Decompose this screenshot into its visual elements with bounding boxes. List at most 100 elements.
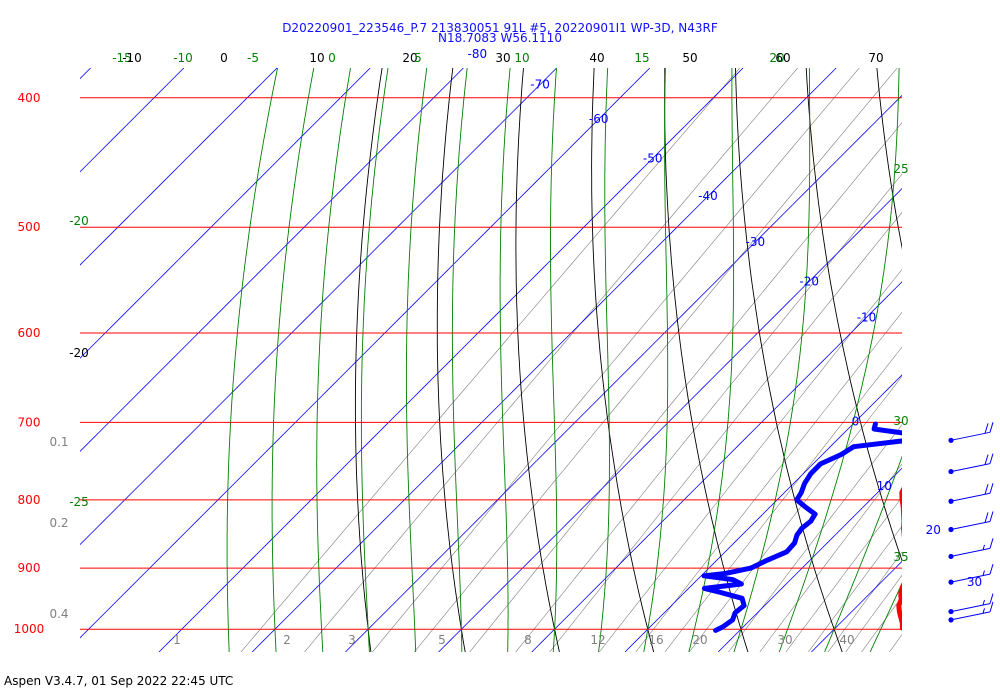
- wind-barb-half-flag: [982, 599, 985, 606]
- top-axis-label: 15: [634, 51, 649, 65]
- bottom-axis-label: 30: [777, 633, 792, 647]
- moist-adiabat-line: [824, 455, 902, 652]
- top-axis-label: -15: [112, 51, 132, 65]
- dry-adiabat-line: [515, 68, 560, 652]
- top-axis-label: 0: [328, 51, 336, 65]
- isotherm-line: [80, 68, 371, 359]
- dry-adiabat-line: [436, 68, 466, 652]
- wind-barb-flag: [989, 601, 994, 613]
- footer-version: Aspen V3.4.7, 01 Sep 2022 22:45 UTC: [4, 674, 234, 688]
- isotherm-line: [80, 68, 278, 266]
- pressure-tick-label: 1000: [14, 622, 45, 636]
- top-axis-label: 50: [682, 51, 697, 65]
- wind-barb-half-flag: [982, 570, 985, 576]
- isotherm-line: [80, 68, 557, 546]
- isotherm-label: 0: [852, 415, 860, 429]
- dry-adiabat-line: [948, 68, 1000, 652]
- pressure-tick-label: 900: [18, 561, 41, 575]
- top-axis-label: 40: [589, 51, 604, 65]
- dry-adiabat-line: [664, 68, 749, 652]
- isotherm-line: [158, 68, 744, 652]
- top-axis-label: 20: [402, 51, 417, 65]
- wind-barb: [948, 593, 994, 615]
- moist-adiabat-line: [916, 68, 1000, 652]
- mixing-ratio-line: [845, 574, 902, 652]
- pressure-tick-label: 800: [18, 493, 41, 507]
- wind-barb-flag: [989, 593, 994, 604]
- top-axis-label: 10: [309, 51, 324, 65]
- bottom-axis-label: 20: [692, 633, 707, 647]
- dewpoint-trace: [701, 421, 902, 633]
- isotherm-line: [531, 281, 902, 652]
- top-axis-label: 5: [414, 51, 422, 65]
- isotherm-label: -30: [746, 235, 766, 249]
- mixing-ratio-line: [469, 122, 902, 652]
- wind-barb-staff: [950, 431, 991, 441]
- moist-adiabat-line: [316, 68, 351, 652]
- top-axis-label: 10: [514, 51, 529, 65]
- side-axis-label: -25: [69, 495, 89, 509]
- wind-barb-half-flag: [982, 544, 985, 550]
- moist-adiabat-line: [688, 68, 735, 652]
- mixing-ratio-line: [861, 596, 902, 652]
- wind-barb: [948, 483, 994, 504]
- pressure-tick-label: 600: [18, 326, 41, 340]
- isotherm-line: [438, 188, 902, 652]
- wind-barb-half-flag: [982, 608, 985, 614]
- mixing-ratio-line: [635, 311, 902, 652]
- moist-adiabat-line: [271, 68, 315, 652]
- moist-adiabat-line: [405, 68, 428, 652]
- left-axis-label: 0.2: [49, 516, 68, 530]
- wind-barb: [948, 511, 994, 533]
- wind-barb: [948, 453, 994, 475]
- wind-barb-staff: [950, 521, 991, 530]
- moist-adiabat-line: [360, 68, 389, 652]
- moist-adiabat-line: [962, 68, 1000, 652]
- wind-barb-flag: [989, 483, 994, 494]
- mixing-ratio-line: [549, 211, 902, 652]
- mixing-ratio-line: [304, 68, 798, 652]
- isotherm-label: -20: [799, 274, 819, 288]
- mixing-ratio-line: [372, 68, 860, 652]
- isotherm-label: -50: [643, 151, 663, 165]
- isotherm-label: -10: [857, 310, 877, 324]
- isotherm-label: -40: [698, 189, 718, 203]
- left-axis-label: 0.4: [49, 607, 68, 621]
- mixing-ratio-line: [515, 173, 902, 652]
- pressure-tick-label: 500: [18, 220, 41, 234]
- top-axis-label: 70: [868, 51, 883, 65]
- mixing-ratio-line: [759, 463, 902, 652]
- moist-adiabat-line: [778, 68, 900, 652]
- chart-title: D20220901_223546_P.7 213830051 91L #5, 2…: [282, 21, 718, 35]
- isotherm-line: [80, 68, 464, 452]
- dry-adiabat-line: [354, 68, 383, 652]
- isotherm-label: 10: [877, 479, 892, 493]
- wind-barb-flag: [984, 423, 989, 434]
- top-axis-label: 60: [775, 51, 790, 65]
- mixing-ratio-line: [827, 551, 902, 652]
- isotherm-label: 30: [967, 575, 982, 589]
- bottom-axis-label: 12: [590, 633, 605, 647]
- wind-barb-staff: [950, 547, 991, 557]
- moist-adiabat-line: [451, 68, 468, 652]
- mixing-ratio-line: [599, 268, 902, 652]
- side-axis-label: 35: [893, 550, 908, 564]
- moist-adiabat-line: [598, 68, 610, 652]
- isotherm-line: [624, 374, 902, 652]
- side-axis-label: -20: [69, 346, 89, 360]
- pressure-tick-label: 700: [18, 415, 41, 429]
- dry-adiabat-line: [805, 68, 902, 562]
- isotherm-line: [80, 68, 91, 80]
- bottom-axis-label: 16: [648, 633, 663, 647]
- wind-barb-flag: [984, 454, 989, 465]
- dry-adiabat-line: [876, 68, 902, 250]
- wind-barb-station-dot: [948, 608, 954, 615]
- wind-barb-flag: [989, 564, 994, 575]
- wind-barb-staff: [950, 611, 991, 621]
- bottom-axis-label: 2: [283, 633, 291, 647]
- left-axis-label: 0.1: [49, 435, 68, 449]
- wind-barb-flag: [989, 538, 994, 549]
- bottom-axis-label: 8: [524, 633, 532, 647]
- isotherm-label: -60: [589, 112, 609, 126]
